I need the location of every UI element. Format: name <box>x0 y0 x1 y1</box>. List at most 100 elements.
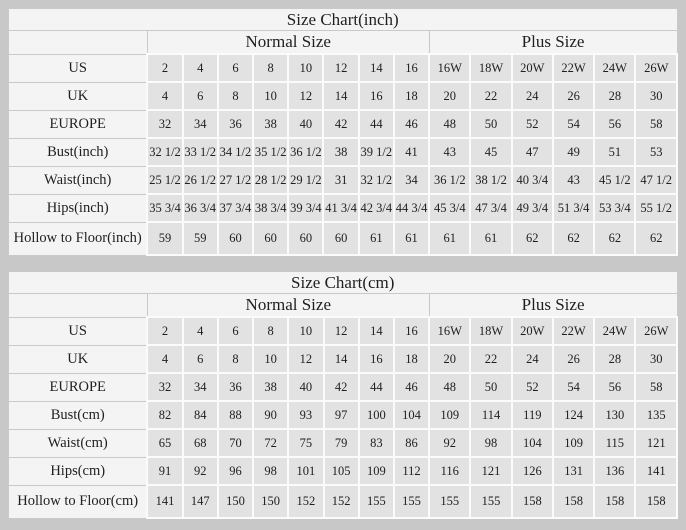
size-cell: 36 <box>216 109 255 139</box>
table-row: Waist(inch) 25 1/2 26 1/2 27 1/2 28 1/2 29 1/… <box>8 165 678 195</box>
row-label: US <box>8 316 148 346</box>
size-cell: 18W <box>469 316 513 346</box>
normal-size-header: Normal Size <box>146 30 430 55</box>
size-cell: 40 3/4 <box>510 165 554 195</box>
size-cell: 16 <box>357 81 395 111</box>
size-cell: 16W <box>428 316 472 346</box>
size-cell: 20W <box>510 316 554 346</box>
size-cell: 12 <box>287 344 325 374</box>
size-cell: 43 <box>551 165 596 195</box>
size-cell: 158 <box>634 484 678 519</box>
size-cell: 97 <box>322 400 360 430</box>
size-cell: 68 <box>181 428 219 458</box>
size-cell: 54 <box>551 109 596 139</box>
table-row: EUROPE 32 34 36 38 40 42 44 46 48 50 52 54 56 58 <box>8 109 678 139</box>
title-row: Size Chart(inch) <box>8 8 678 31</box>
size-cell: 6 <box>216 53 255 83</box>
size-cell: 16W <box>428 53 472 83</box>
size-cell: 26 <box>551 344 596 374</box>
size-cell: 20W <box>510 53 554 83</box>
size-cell: 28 <box>593 344 637 374</box>
size-cell: 119 <box>510 400 554 430</box>
size-cell: 155 <box>428 484 472 519</box>
row-label: US <box>8 53 148 83</box>
size-cell: 34 <box>392 165 431 195</box>
size-cell: 20 <box>428 344 472 374</box>
size-cell: 6 <box>181 344 219 374</box>
size-cell: 50 <box>469 109 513 139</box>
plus-size-header: Plus Size <box>428 30 678 55</box>
size-cell: 14 <box>357 53 395 83</box>
size-cell: 45 1/2 <box>593 165 637 195</box>
size-cell: 2 <box>146 316 184 346</box>
size-cell: 115 <box>593 428 637 458</box>
table-row: US 2 4 6 8 10 12 14 16 16W 18W 20W 22W 24W 26W <box>8 316 678 346</box>
size-cell: 37 3/4 <box>216 193 255 223</box>
size-cell: 82 <box>146 400 184 430</box>
size-cell: 42 3/4 <box>357 193 395 223</box>
size-cell: 155 <box>357 484 395 519</box>
size-cell: 16 <box>392 316 431 346</box>
size-cell: 46 <box>392 109 431 139</box>
size-cell: 18W <box>469 53 513 83</box>
size-cell: 60 <box>252 221 290 256</box>
size-cell: 53 3/4 <box>593 193 637 223</box>
size-cell: 61 <box>469 221 513 256</box>
table-row: EUROPE 32 34 36 38 40 42 44 46 48 50 52 54 56 58 <box>8 372 678 402</box>
size-cell: 12 <box>287 81 325 111</box>
size-cell: 62 <box>593 221 637 256</box>
size-cell: 121 <box>469 456 513 486</box>
size-cell: 4 <box>181 53 219 83</box>
size-cell: 16 <box>357 344 395 374</box>
size-cell: 152 <box>287 484 325 519</box>
size-cell: 61 <box>357 221 395 256</box>
table-row: UK 4 6 8 10 12 14 16 18 20 22 24 26 28 30 <box>8 81 678 111</box>
size-cell: 36 3/4 <box>181 193 219 223</box>
row-label: Waist(cm) <box>8 428 148 458</box>
size-cell: 14 <box>322 81 360 111</box>
size-cell: 32 <box>146 109 184 139</box>
size-cell: 38 3/4 <box>252 193 290 223</box>
size-cell: 45 <box>469 137 513 167</box>
size-cell: 121 <box>634 428 678 458</box>
size-cell: 109 <box>357 456 395 486</box>
size-cell: 150 <box>216 484 255 519</box>
size-cell: 104 <box>510 428 554 458</box>
size-cell: 40 <box>287 109 325 139</box>
size-cell: 52 <box>510 372 554 402</box>
size-cell: 32 1/2 <box>357 165 395 195</box>
size-cell: 158 <box>551 484 596 519</box>
size-cell: 32 <box>146 372 184 402</box>
size-cell: 10 <box>252 344 290 374</box>
size-cell: 26W <box>634 316 678 346</box>
size-cell: 4 <box>181 316 219 346</box>
size-cell: 41 <box>392 137 431 167</box>
size-cell: 16 <box>392 53 431 83</box>
size-cell: 18 <box>392 81 431 111</box>
table-row: Hips(cm) 91 92 96 98 101 105 109 112 116 121 126 131… <box>8 456 678 486</box>
size-cell: 35 3/4 <box>146 193 184 223</box>
size-cell: 93 <box>287 400 325 430</box>
size-cell: 92 <box>428 428 472 458</box>
size-cell: 47 1/2 <box>634 165 678 195</box>
size-cell: 44 <box>357 109 395 139</box>
group-header-row: Normal Size Plus Size <box>8 30 678 55</box>
size-cell: 59 <box>181 221 219 256</box>
size-cell: 100 <box>357 400 395 430</box>
size-cell: 49 3/4 <box>510 193 554 223</box>
size-cell: 53 <box>634 137 678 167</box>
size-cell: 55 1/2 <box>634 193 678 223</box>
size-cell: 101 <box>287 456 325 486</box>
row-label: Bust(inch) <box>8 137 148 167</box>
size-cell: 47 3/4 <box>469 193 513 223</box>
size-cell: 56 <box>593 109 637 139</box>
size-cell: 24 <box>510 344 554 374</box>
size-cell: 51 <box>593 137 637 167</box>
size-cell: 136 <box>593 456 637 486</box>
size-cell: 41 3/4 <box>322 193 360 223</box>
size-cell: 36 1/2 <box>287 137 325 167</box>
row-label: UK <box>8 344 148 374</box>
row-label: Bust(cm) <box>8 400 148 430</box>
size-cell: 147 <box>181 484 219 519</box>
